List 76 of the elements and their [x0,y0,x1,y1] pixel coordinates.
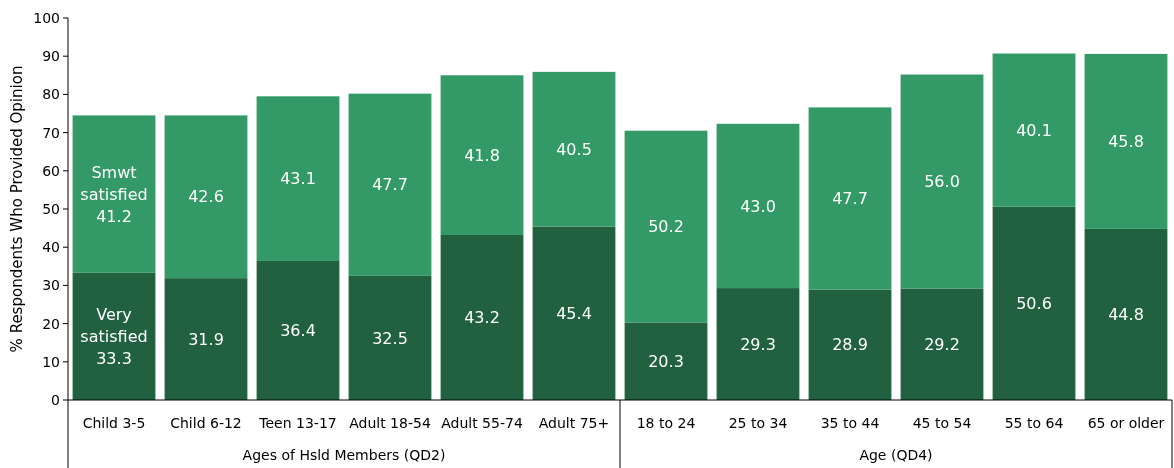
bar [1084,228,1168,400]
data-label: 43.1 [280,169,316,189]
data-label: 31.9 [188,329,224,349]
data-label: 43.2 [464,308,500,328]
bar [256,96,340,261]
data-label: 41.2 [96,206,132,226]
bar [624,322,708,400]
data-label: 43.0 [740,196,776,216]
data-label: 32.5 [372,328,408,348]
x-tick-label: 18 to 24 [636,414,696,431]
series-label: Very satisfied [80,305,148,346]
bar [72,272,156,400]
data-label: 29.2 [924,334,960,354]
bar [1084,53,1168,229]
data-label: 36.4 [280,321,316,341]
bar [532,226,616,400]
y-tick-label: 60 [42,162,60,179]
x-tick-label: Adult 18-54 [349,414,431,431]
text: Ages of Hsld Members (QD2) [242,446,446,463]
x-tick-label: Child 3-5 [82,414,146,431]
bar [992,53,1076,207]
bar [900,288,984,400]
bar [164,278,248,400]
bar [808,107,892,290]
bar [348,275,432,400]
bar [808,289,892,400]
data-label: 40.5 [556,139,592,159]
bar [256,260,340,400]
y-tick-label: 30 [42,277,60,294]
data-label: 47.7 [832,189,868,209]
x-tick-label: Teen 13-17 [258,414,337,431]
series-label: Smwt satisfied [80,162,148,204]
data-label: 50.2 [648,217,684,237]
data-label: 40.1 [1016,120,1052,140]
data-label: 29.3 [740,334,776,354]
bar [348,93,432,276]
bar [164,115,248,279]
bar [532,71,616,227]
bar [440,75,524,235]
x-tick-label: 65 or older [1087,414,1165,431]
y-tick-label: 40 [42,239,60,256]
y-tick-label: 20 [42,315,60,332]
x-tick-label: 55 to 64 [1004,414,1064,431]
data-label: 28.9 [832,335,868,355]
x-tick-label: 45 to 54 [912,414,972,431]
bar [716,123,800,289]
y-axis-title: % Respondents Who Provided Opinion [8,65,26,353]
bar [900,74,984,289]
data-label: 45.8 [1108,131,1144,151]
data-label: 41.8 [464,145,500,165]
text: Age (QD4) [859,446,933,463]
bar [624,130,708,323]
bar [440,234,524,400]
data-label: 33.3 [96,349,132,368]
bar [72,115,156,273]
data-label: 56.0 [924,172,960,192]
bar [716,288,800,400]
x-tick-label: 25 to 34 [728,414,788,431]
data-label: 42.6 [188,187,224,207]
y-tick-label: 70 [42,124,60,141]
y-tick-label: 100 [33,9,60,26]
data-label: 20.3 [648,351,684,371]
y-tick-label: 0 [51,391,60,408]
x-tick-label: Child 6-12 [170,414,242,431]
data-label: 45.4 [556,303,592,323]
data-label: 50.6 [1016,293,1052,313]
x-tick-label: 35 to 44 [820,414,880,431]
x-tick-label: Adult 55-74 [441,414,523,431]
data-label: 44.8 [1108,305,1144,325]
bar [992,206,1076,400]
y-tick-label: 80 [42,86,60,103]
data-label: 47.7 [372,175,408,195]
y-tick-label: 50 [42,200,60,217]
y-tick-label: 10 [42,353,60,370]
x-tick-label: Adult 75+ [538,414,610,431]
y-tick-label: 90 [42,48,60,65]
